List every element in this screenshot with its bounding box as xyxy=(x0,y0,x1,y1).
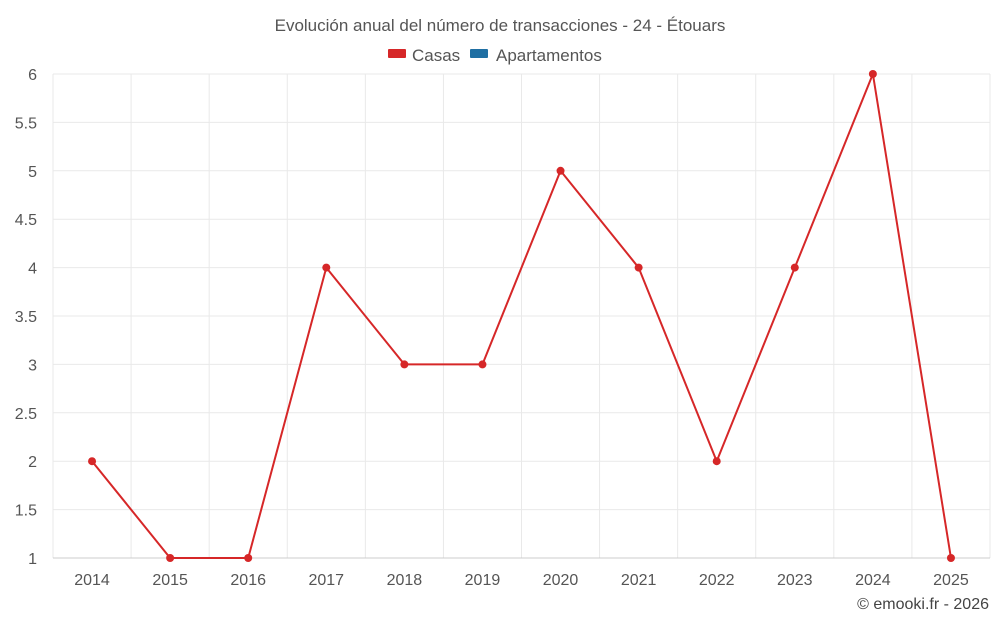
x-tick-label: 2016 xyxy=(230,572,266,589)
x-tick-label: 2015 xyxy=(152,572,188,589)
x-tick-label: 2020 xyxy=(543,572,579,589)
y-axis-ticks: 1 1.5 2 2.5 3 3.5 4 4.5 5 5.5 6 xyxy=(15,67,37,568)
y-tick-label: 5 xyxy=(28,164,37,181)
data-points xyxy=(88,70,955,562)
data-point-casas-2017[interactable] xyxy=(322,263,331,272)
x-tick-label: 2021 xyxy=(621,572,657,589)
chart-title: Evolución anual del número de transaccio… xyxy=(275,16,726,35)
x-tick-label: 2022 xyxy=(699,572,735,589)
data-point-casas-2025[interactable] xyxy=(946,554,955,562)
y-tick-label: 4.5 xyxy=(15,212,37,229)
y-tick-label: 3.5 xyxy=(15,309,37,326)
x-tick-label: 2023 xyxy=(777,572,813,589)
data-point-casas-2024[interactable] xyxy=(868,70,877,78)
data-point-casas-2023[interactable] xyxy=(790,263,799,272)
y-tick-label: 3 xyxy=(28,357,37,374)
y-tick-label: 4 xyxy=(28,261,37,278)
x-tick-label: 2019 xyxy=(465,572,501,589)
x-axis-ticks: 2014 2015 2016 2017 2018 2019 2020 2021 2022 2023… xyxy=(74,572,969,589)
y-tick-label: 2 xyxy=(28,454,37,471)
y-tick-label: 1 xyxy=(28,551,37,568)
legend[interactable]: Casas Apartamentos xyxy=(388,46,602,65)
data-point-casas-2019[interactable] xyxy=(478,360,487,369)
data-point-casas-2022[interactable] xyxy=(712,457,721,466)
x-gridlines xyxy=(52,74,991,558)
data-point-casas-2016[interactable] xyxy=(244,554,253,562)
data-point-casas-2018[interactable] xyxy=(400,360,409,369)
y-tick-label: 1.5 xyxy=(15,503,37,520)
data-point-casas-2021[interactable] xyxy=(634,263,643,272)
x-tick-label: 2025 xyxy=(933,572,969,589)
x-tick-label: 2024 xyxy=(855,572,891,589)
y-tick-label: 6 xyxy=(28,67,37,84)
x-tick-label: 2017 xyxy=(308,572,344,589)
legend-swatch-apartamentos[interactable] xyxy=(470,49,488,58)
data-point-casas-2020[interactable] xyxy=(556,166,565,175)
y-tick-label: 2.5 xyxy=(15,406,37,423)
legend-label-casas[interactable]: Casas xyxy=(412,46,460,65)
x-tick-label: 2018 xyxy=(387,572,423,589)
y-tick-label: 5.5 xyxy=(15,115,37,132)
credit-text: © emooki.fr - 2026 xyxy=(857,596,989,613)
legend-label-apartamentos[interactable]: Apartamentos xyxy=(496,46,602,65)
x-tick-label: 2014 xyxy=(74,572,110,589)
data-point-casas-2014[interactable] xyxy=(88,457,97,466)
series-lines xyxy=(91,73,952,559)
data-point-casas-2015[interactable] xyxy=(166,554,175,562)
legend-swatch-casas[interactable] xyxy=(388,49,406,58)
series-line-casas xyxy=(91,73,952,559)
